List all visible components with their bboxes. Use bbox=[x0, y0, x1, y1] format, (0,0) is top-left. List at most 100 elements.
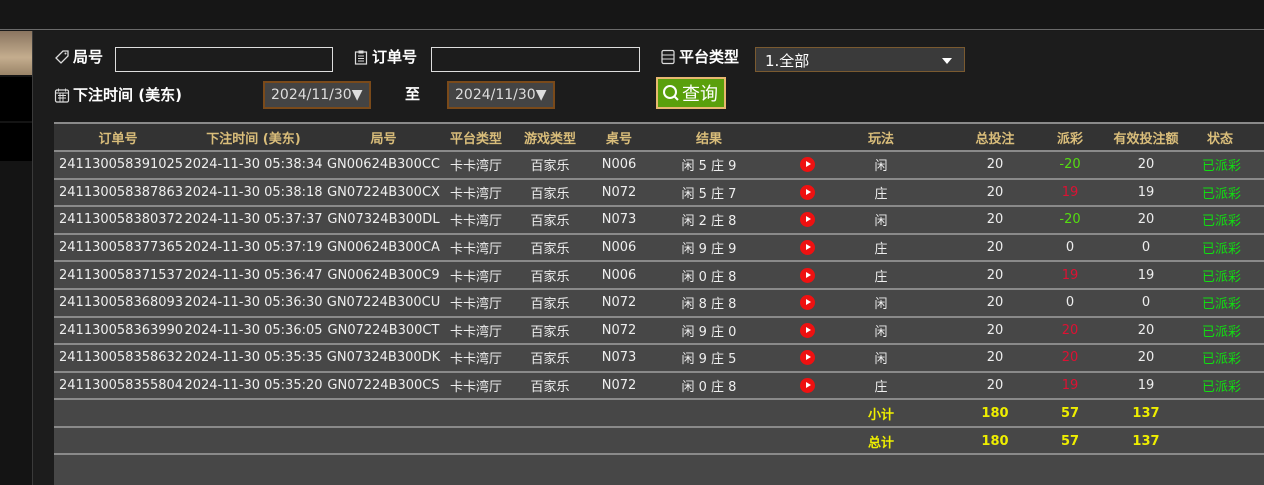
header-status: 状态 bbox=[1202, 122, 1238, 151]
cell-video[interactable] bbox=[770, 232, 844, 262]
cell-round: GN07224B300CU bbox=[325, 287, 442, 317]
play-video-icon[interactable] bbox=[799, 378, 815, 394]
order-input[interactable] bbox=[431, 47, 640, 72]
subtotal-valid-bet: 137 bbox=[1090, 398, 1202, 427]
cell-filler bbox=[1238, 370, 1264, 400]
play-video-icon[interactable] bbox=[799, 157, 815, 173]
cell-result: 闲 0 庄 8 bbox=[648, 260, 770, 289]
table-row: 241130058368093 2024-11-30 05:36:30 GN0722… bbox=[54, 287, 1264, 317]
cell-filler bbox=[1238, 260, 1264, 289]
cell-game: 百家乐 bbox=[510, 150, 590, 179]
play-video-icon[interactable] bbox=[799, 322, 815, 338]
cell-bet-type: 庄 bbox=[844, 260, 918, 289]
empty-cell bbox=[54, 425, 844, 455]
header-total-bet: 总投注 bbox=[940, 122, 1050, 151]
sidebar-item[interactable] bbox=[0, 123, 32, 161]
cell-filler bbox=[1238, 232, 1264, 262]
table-row: 241130058363990 2024-11-30 05:36:05 GN0722… bbox=[54, 315, 1264, 345]
platform-label-text: 平台类型 bbox=[679, 48, 740, 66]
cell-filler bbox=[1238, 177, 1264, 207]
cell-video[interactable] bbox=[770, 370, 844, 400]
cell-game: 百家乐 bbox=[510, 260, 590, 289]
table-row: 241130058377365 2024-11-30 05:37:19 GN0062… bbox=[54, 232, 1264, 262]
cell-status: 已派彩 bbox=[1202, 232, 1241, 262]
cell-time: 2024-11-30 05:38:18 bbox=[182, 177, 325, 207]
platform-select[interactable]: 1.全部 bbox=[755, 47, 965, 72]
cell-order: 241130058387863 bbox=[54, 177, 183, 207]
cell-payout: 20 bbox=[1050, 343, 1090, 372]
cell-bet-type: 闲 bbox=[844, 343, 918, 372]
subtotal-label: 小计 bbox=[844, 398, 918, 427]
cell-spacer bbox=[918, 370, 940, 400]
cell-result: 闲 0 庄 8 bbox=[648, 370, 770, 400]
cell-bet-type: 庄 bbox=[844, 370, 918, 400]
cell-round: GN07324B300DK bbox=[325, 343, 442, 372]
cell-table: N072 bbox=[590, 370, 648, 400]
cell-video[interactable] bbox=[770, 205, 844, 234]
order-label-text: 订单号 bbox=[372, 48, 418, 66]
cell-result: 闲 9 庄 5 bbox=[648, 343, 770, 372]
cell-time: 2024-11-30 05:36:47 bbox=[182, 260, 325, 289]
cell-bet-type: 闲 bbox=[844, 150, 918, 179]
cell-platform: 卡卡湾厅 bbox=[442, 260, 510, 289]
cell-round: GN07224B300CT bbox=[325, 315, 442, 345]
cell-table: N072 bbox=[590, 177, 648, 207]
cell-valid-bet: 19 bbox=[1090, 177, 1202, 207]
cell-total-bet: 20 bbox=[940, 150, 1050, 179]
cell-status: 已派彩 bbox=[1202, 315, 1241, 345]
cell-video[interactable] bbox=[770, 287, 844, 317]
play-video-icon[interactable] bbox=[799, 295, 815, 311]
cell-status: 已派彩 bbox=[1202, 260, 1241, 289]
header-video bbox=[770, 122, 844, 151]
date-to-picker[interactable]: 2024/11/30▼ bbox=[447, 81, 555, 109]
cell-video[interactable] bbox=[770, 150, 844, 179]
play-video-icon[interactable] bbox=[799, 240, 815, 256]
cell-spacer bbox=[918, 232, 940, 262]
cell-video[interactable] bbox=[770, 177, 844, 207]
cell-valid-bet: 19 bbox=[1090, 260, 1202, 289]
cell-spacer bbox=[918, 315, 940, 345]
cell-bet-type: 庄 bbox=[844, 177, 918, 207]
cell-result: 闲 5 庄 7 bbox=[648, 177, 770, 207]
subtotal-payout: 57 bbox=[1050, 398, 1090, 427]
empty-cell bbox=[1202, 425, 1264, 455]
query-button[interactable]: 查询 bbox=[656, 77, 726, 109]
play-video-icon[interactable] bbox=[799, 212, 815, 228]
cell-spacer bbox=[918, 398, 940, 427]
cell-table: N072 bbox=[590, 287, 648, 317]
grandtotal-label: 总计 bbox=[844, 425, 918, 455]
cell-platform: 卡卡湾厅 bbox=[442, 287, 510, 317]
cell-video[interactable] bbox=[770, 260, 844, 289]
cell-status: 已派彩 bbox=[1202, 343, 1241, 372]
cell-status: 已派彩 bbox=[1202, 150, 1241, 179]
platform-label: 平台类型 bbox=[660, 46, 739, 67]
cell-order: 241130058368093 bbox=[54, 287, 183, 317]
cell-valid-bet: 0 bbox=[1090, 287, 1202, 317]
cell-payout: 19 bbox=[1050, 370, 1090, 400]
grandtotal-valid-bet: 137 bbox=[1090, 425, 1202, 455]
cell-spacer bbox=[918, 205, 940, 234]
cell-round: GN07224B300CS bbox=[325, 370, 442, 400]
round-input[interactable] bbox=[115, 47, 333, 72]
cell-total-bet: 20 bbox=[940, 343, 1050, 372]
search-icon bbox=[663, 85, 679, 101]
sidebar-active-item[interactable] bbox=[0, 31, 32, 75]
table-row: 241130058355804 2024-11-30 05:35:20 GN0722… bbox=[54, 370, 1264, 400]
cell-status: 已派彩 bbox=[1202, 370, 1241, 400]
cell-order: 241130058363990 bbox=[54, 315, 183, 345]
date-from-picker[interactable]: 2024/11/30▼ bbox=[263, 81, 371, 109]
play-video-icon[interactable] bbox=[799, 350, 815, 366]
cell-video[interactable] bbox=[770, 315, 844, 345]
cell-total-bet: 20 bbox=[940, 205, 1050, 234]
play-video-icon[interactable] bbox=[799, 184, 815, 200]
cell-payout: -20 bbox=[1050, 150, 1090, 179]
cell-table: N006 bbox=[590, 260, 648, 289]
header-filler bbox=[1238, 122, 1264, 151]
cell-bet-type: 闲 bbox=[844, 315, 918, 345]
cell-total-bet: 20 bbox=[940, 315, 1050, 345]
cell-valid-bet: 20 bbox=[1090, 343, 1202, 372]
cell-order: 241130058371537 bbox=[54, 260, 183, 289]
play-video-icon[interactable] bbox=[799, 267, 815, 283]
sidebar-item[interactable] bbox=[0, 77, 32, 121]
cell-video[interactable] bbox=[770, 343, 844, 372]
